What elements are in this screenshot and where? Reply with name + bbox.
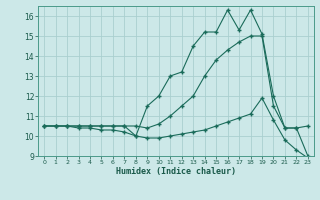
- X-axis label: Humidex (Indice chaleur): Humidex (Indice chaleur): [116, 167, 236, 176]
